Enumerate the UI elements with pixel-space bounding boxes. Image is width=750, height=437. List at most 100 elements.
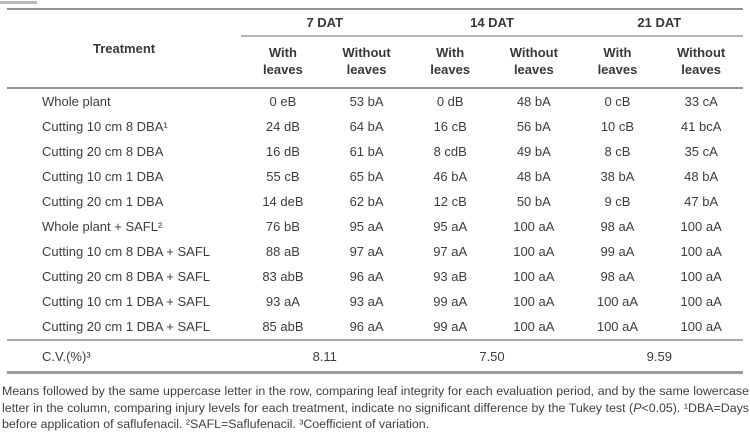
value-cell: 55 cB (266, 169, 300, 184)
value-cell: 48 bA (516, 169, 551, 184)
value-cell: 98 aA (600, 219, 635, 234)
col-header-7dat-with-leaves: With leaves (241, 36, 325, 89)
table-row: Whole plant + SAFL² 76 bB 95 aA 95 aA 10… (7, 214, 743, 239)
value-cell: 49 bA (516, 144, 551, 159)
table-row: Cutting 20 cm 1 DBA 14 deB 62 bA 12 cB 5… (7, 189, 743, 214)
value-cell: 100 aA (680, 244, 722, 259)
value-cell: 100 aA (513, 244, 555, 259)
value-cell: 46 bA (433, 169, 468, 184)
value-cell: 10 cB (600, 119, 635, 134)
table-row: Cutting 20 cm 1 DBA + SAFL 85 abB 96 aA … (7, 314, 743, 341)
value-cell: 100 aA (492, 314, 576, 341)
value-cell: 16 dB (265, 144, 300, 159)
value-cell: 97 aA (349, 244, 384, 259)
value-cell: 83 abB (262, 269, 304, 284)
treatment-cell: Cutting 20 cm 8 DBA (42, 144, 164, 159)
treatment-cell: Cutting 10 cm 8 DBA¹ (42, 119, 168, 134)
value-cell: 8 cdB (433, 144, 467, 159)
table-row: Cutting 20 cm 8 DBA 16 dB 61 bA 8 cdB 49… (7, 139, 743, 164)
value-cell: 0 dB (436, 94, 464, 109)
value-cell: 95 aA (349, 219, 384, 234)
treatment-cell: Cutting 20 cm 1 DBA (42, 194, 164, 209)
col-header-14dat-with-leaves: With leaves (408, 36, 492, 89)
value-cell: 88 aB (265, 244, 300, 259)
col-header-7dat-without-leaves: Without leaves (324, 36, 409, 89)
table-footnote: Means followed by the same uppercase let… (2, 383, 749, 433)
cv-value-7dat: 8.11 (241, 340, 409, 374)
results-table: Treatment 7 DAT 14 DAT 21 DAT With leave… (7, 8, 743, 374)
table-row: Cutting 10 cm 1 DBA 55 cB 65 bA 46 bA 48… (7, 164, 743, 189)
value-cell: 16 cB (433, 119, 467, 134)
table-row: Cutting 10 cm 8 DBA + SAFL 88 aB 97 aA 9… (7, 239, 743, 264)
treatment-cell: Cutting 10 cm 8 DBA + SAFL (42, 244, 210, 259)
table-row: Whole plant 0 eB 53 bA 0 dB 48 bA 0 cB 3… (7, 88, 743, 114)
treatment-cell: Cutting 10 cm 1 DBA + SAFL (42, 294, 210, 309)
page-top-rule-fragment (0, 1, 37, 4)
value-cell: 48 bA (516, 94, 551, 109)
value-cell: 100 aA (513, 219, 555, 234)
treatment-cell: Whole plant (42, 94, 111, 109)
treatment-cell: Cutting 10 cm 1 DBA (42, 169, 164, 184)
value-cell: 95 aA (433, 219, 468, 234)
value-cell: 33 cA (684, 94, 718, 109)
col-header-line: leaves (681, 62, 722, 77)
value-cell: 53 bA (349, 94, 384, 109)
value-cell: 56 bA (516, 119, 551, 134)
treatment-cell: Cutting 20 cm 8 DBA + SAFL (42, 269, 210, 284)
table-row: Cutting 10 cm 1 DBA + SAFL 93 aA 93 aA 9… (7, 289, 743, 314)
col-header-line: leaves (430, 62, 471, 77)
value-cell: 12 cB (433, 194, 467, 209)
p-value-symbol: P (633, 400, 642, 415)
value-cell: 61 bA (349, 144, 384, 159)
value-cell: 100 aA (513, 269, 555, 284)
value-cell: 99 aA (433, 294, 468, 309)
value-cell: 96 aA (349, 269, 384, 284)
col-header-line: Without (509, 45, 558, 61)
col-header-line: leaves (263, 62, 303, 77)
value-cell: 35 cA (684, 144, 718, 159)
value-cell: 100 aA (680, 294, 722, 309)
value-cell: 98 aA (600, 269, 635, 284)
value-cell: 8 cB (604, 144, 631, 159)
value-cell: 0 cB (604, 94, 631, 109)
value-cell: 100 aA (680, 269, 722, 284)
value-cell: 100 aA (513, 294, 555, 309)
cv-label: C.V.(%)³ (7, 340, 242, 374)
value-cell: 9 cB (604, 194, 631, 209)
treatment-cell: Cutting 20 cm 1 DBA + SAFL (7, 314, 242, 341)
table-row: Cutting 20 cm 8 DBA + SAFL 83 abB 96 aA … (7, 264, 743, 289)
value-cell: 93 aB (433, 269, 468, 284)
value-cell: 38 bA (600, 169, 635, 184)
footnote-text: Means followed by the same uppercase let… (2, 384, 749, 415)
cv-value-21dat: 9.59 (575, 340, 743, 374)
col-header-14dat: 14 DAT (408, 9, 576, 37)
value-cell: 93 aA (349, 294, 384, 309)
col-header-line: Without (342, 45, 391, 61)
col-header-line: With (436, 45, 465, 61)
value-cell: 99 aA (600, 244, 635, 259)
col-header-line: leaves (346, 62, 387, 77)
value-cell: 64 bA (349, 119, 384, 134)
value-cell: 62 bA (349, 194, 384, 209)
col-header-7dat: 7 DAT (241, 9, 409, 37)
table-row: Cutting 10 cm 8 DBA¹ 24 dB 64 bA 16 cB 5… (7, 114, 743, 139)
col-header-14dat-without-leaves: Without leaves (492, 36, 576, 89)
value-cell: 14 deB (262, 194, 304, 209)
value-cell: 97 aA (433, 244, 468, 259)
col-header-line: With (603, 45, 632, 61)
value-cell: 24 dB (265, 119, 300, 134)
value-cell: 96 aA (324, 314, 409, 341)
col-header-treatment: Treatment (7, 9, 242, 89)
value-cell: 76 bB (265, 219, 300, 234)
value-cell: 100 aA (596, 294, 639, 309)
value-cell: 65 bA (349, 169, 384, 184)
col-header-21dat: 21 DAT (575, 9, 743, 37)
header-row-subcols: With leaves Without leaves With leaves W… (7, 36, 743, 89)
value-cell: 48 bA (684, 169, 719, 184)
cv-row: C.V.(%)³ 8.11 7.50 9.59 (7, 340, 743, 374)
value-cell: 99 aA (408, 314, 492, 341)
value-cell: 100 aA (680, 219, 722, 234)
value-cell: 85 abB (241, 314, 325, 341)
value-cell: 0 eB (269, 94, 297, 109)
